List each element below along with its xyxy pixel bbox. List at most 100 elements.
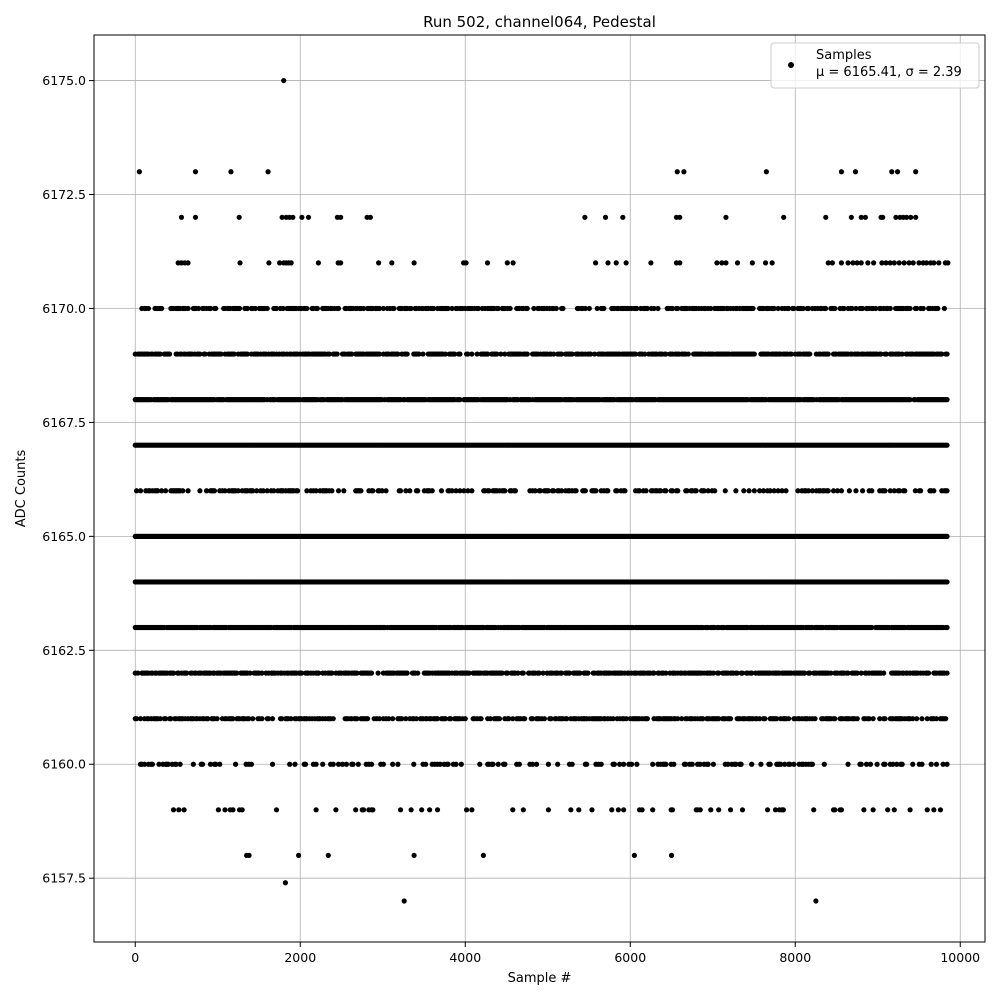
scatter-point	[295, 488, 300, 493]
scatter-point	[860, 488, 865, 493]
scatter-point	[415, 488, 420, 493]
scatter-point	[762, 716, 767, 721]
scatter-point	[390, 762, 395, 767]
scatter-point	[728, 716, 733, 721]
scatter-point	[259, 716, 264, 721]
scatter-point	[331, 762, 336, 767]
scatter-point	[739, 762, 744, 767]
scatter-point	[622, 488, 627, 493]
scatter-point	[555, 762, 560, 767]
scatter-point	[587, 306, 592, 311]
scatter-point	[919, 716, 924, 721]
scatter-point	[919, 762, 924, 767]
scatter-point	[554, 306, 559, 311]
scatter-point	[270, 762, 275, 767]
scatter-point	[270, 716, 275, 721]
scatter-point	[935, 306, 940, 311]
scatter-point	[944, 534, 949, 539]
scatter-point	[690, 762, 695, 767]
scatter-point	[812, 716, 817, 721]
scatter-point	[159, 306, 164, 311]
scatter-point	[138, 488, 143, 493]
scatter-point	[496, 762, 501, 767]
scatter-point	[459, 762, 464, 767]
scatter-point	[871, 716, 876, 721]
scatter-point	[214, 716, 219, 721]
scatter-point	[178, 762, 183, 767]
scatter-point	[546, 762, 551, 767]
scatter-point	[944, 579, 949, 584]
scatter-point	[411, 762, 416, 767]
scatter-point	[874, 762, 879, 767]
scatter-point	[365, 716, 370, 721]
scatter-point	[810, 762, 815, 767]
scatter-point	[629, 762, 634, 767]
scatter-point	[583, 488, 588, 493]
scatter-point	[750, 306, 755, 311]
scatter-point	[525, 351, 530, 356]
scatter-point	[469, 351, 474, 356]
scatter-point	[356, 762, 361, 767]
scatter-point	[605, 488, 610, 493]
scatter-point	[344, 762, 349, 767]
scatter-point	[599, 762, 604, 767]
scatter-point	[686, 351, 691, 356]
scatter-point	[150, 762, 155, 767]
scatter-point	[900, 762, 905, 767]
scatter-point	[457, 351, 462, 356]
scatter-point	[197, 488, 202, 493]
scatter-point	[675, 488, 680, 493]
scatter-point	[786, 716, 791, 721]
scatter-point	[320, 762, 325, 767]
scatter-point	[942, 306, 947, 311]
scatter-point	[612, 762, 617, 767]
scatter-point	[712, 488, 717, 493]
scatter-point	[706, 762, 711, 767]
scatter-point	[167, 351, 172, 356]
scatter-point	[845, 762, 850, 767]
scatter-point	[376, 670, 381, 675]
scatter-point	[502, 762, 507, 767]
scatter-point	[542, 716, 547, 721]
scatter-point	[463, 716, 468, 721]
scatter-point	[783, 488, 788, 493]
scatter-point	[381, 762, 386, 767]
scatter-point	[358, 488, 363, 493]
scatter-point	[882, 488, 887, 493]
scatter-point	[407, 488, 412, 493]
scatter-point	[671, 762, 676, 767]
scatter-point	[694, 488, 699, 493]
scatter-point	[584, 762, 589, 767]
scatter-point	[882, 762, 887, 767]
scatter-point	[525, 306, 530, 311]
scatter-point	[490, 762, 495, 767]
scatter-point	[369, 762, 374, 767]
scatter-point	[645, 716, 650, 721]
scatter-point	[383, 488, 388, 493]
scatter-point	[395, 762, 400, 767]
scatter-point	[180, 488, 185, 493]
scatter-point	[944, 443, 949, 448]
scatter-point	[336, 306, 341, 311]
scatter-point	[918, 488, 923, 493]
scatter-point	[944, 488, 949, 493]
scatter-point	[634, 762, 639, 767]
scatter-point	[415, 670, 420, 675]
scatter-point	[185, 306, 190, 311]
scatter-point	[521, 670, 526, 675]
scatter-point	[826, 351, 831, 356]
scatter-point	[822, 762, 827, 767]
scatter-point	[758, 762, 763, 767]
scatter-point	[907, 306, 912, 311]
scatter-point	[420, 351, 425, 356]
scatter-point	[146, 306, 151, 311]
scatter-point	[921, 306, 926, 311]
scatter-point	[574, 488, 579, 493]
scatter-point	[405, 670, 410, 675]
scatter-point	[621, 762, 626, 767]
scatter-point	[265, 306, 270, 311]
scatter-point	[185, 488, 190, 493]
scatter-point	[746, 488, 751, 493]
